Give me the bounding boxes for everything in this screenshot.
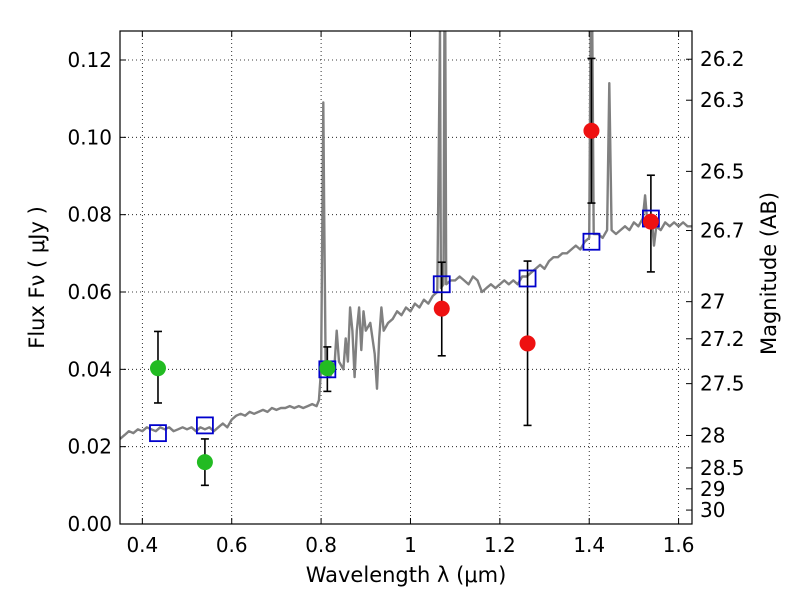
observed-point: [642, 213, 659, 230]
x-tick-label: 1: [404, 533, 417, 557]
mag-tick-label: 30: [700, 498, 725, 522]
x-tick-label: 1.2: [484, 533, 516, 557]
y-tick-label: 0.06: [67, 280, 112, 304]
mag-tick-label: 26.7: [700, 219, 745, 243]
observed-point: [583, 122, 600, 139]
observed-point: [149, 360, 166, 377]
markers: [149, 122, 660, 471]
spectrum-line: [120, 31, 692, 440]
model-photometry-square: [196, 416, 214, 435]
mag-tick-label: 26.5: [700, 159, 745, 183]
x-tick-label: 0.4: [126, 533, 158, 557]
y-axis-right-label: Magnitude (AB): [757, 192, 781, 355]
y-tick-label: 0.00: [67, 512, 112, 536]
observed-point: [319, 360, 336, 377]
error-bars: [153, 57, 655, 487]
x-tick-label: 0.6: [216, 533, 248, 557]
y-tick-label: 0.12: [67, 48, 112, 72]
model-photometry-square: [582, 232, 601, 251]
y-tick-label: 0.10: [67, 125, 112, 149]
mag-tick-label: 26.2: [700, 47, 745, 71]
x-tick-label: 1.4: [573, 533, 605, 557]
x-tick-label: 0.8: [305, 533, 337, 557]
x-axis-label: Wavelength λ (μm): [306, 563, 507, 587]
y-tick-label: 0.02: [67, 435, 112, 459]
series-layer: [120, 31, 692, 440]
model-photometry-square: [149, 424, 167, 443]
model-photometry-square: [518, 269, 537, 288]
axis-ticks: 0.4 0.6 0.8 1 1.2 1.4 1.6 0.00 0.02 0.04 0.06 0.08 0…: [67, 31, 745, 557]
y-tick-label: 0.08: [67, 203, 112, 227]
mag-tick-label: 26.3: [700, 88, 745, 112]
mag-tick-label: 28: [700, 423, 725, 447]
observed-point: [196, 454, 213, 471]
plot-frame: [119, 30, 693, 525]
mag-tick-label: 28.5: [700, 456, 745, 480]
y-tick-label: 0.04: [67, 357, 112, 381]
grid: [120, 31, 692, 524]
x-tick-label: 1.6: [663, 533, 695, 557]
mag-tick-label: 27.2: [700, 327, 745, 351]
model-photometry-square: [432, 275, 451, 294]
observed-point: [519, 335, 536, 352]
mag-tick-label: 27.5: [700, 372, 745, 396]
observed-point: [433, 300, 450, 317]
mag-tick-label: 29: [700, 477, 725, 501]
mag-tick-label: 27: [700, 290, 725, 314]
y-axis-label: Flux Fν ( μJy ): [25, 206, 49, 349]
